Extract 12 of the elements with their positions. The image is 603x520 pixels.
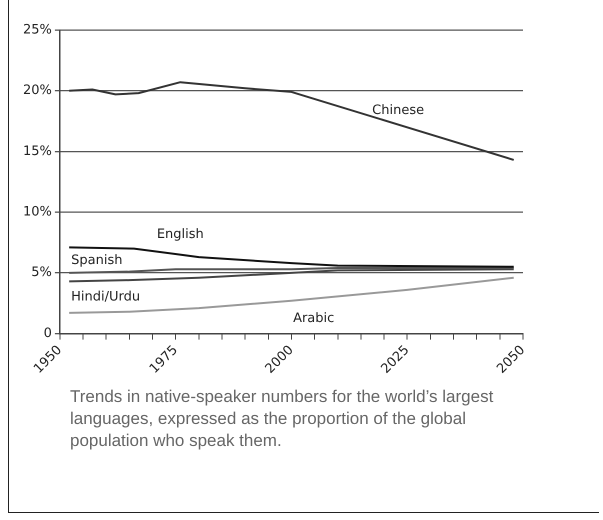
series-label: Arabic — [293, 311, 334, 326]
y-tick-label: 25% — [22, 22, 52, 38]
text: Trends in native-speaker numbers for the world’s largest languages, expressed as the proportion of the global population who speak them. — [70, 386, 494, 452]
y-tick-label: 20% — [22, 83, 52, 98]
series-label: Hindi/Urdu — [71, 290, 140, 305]
series-label: Chinese — [372, 102, 424, 118]
series-label: English — [156, 227, 204, 242]
series-label: Spanish — [71, 253, 122, 268]
y-tick-label: 10% — [22, 204, 52, 220]
y-tick-label: 0 — [44, 326, 52, 341]
y-tick-label: 15% — [22, 144, 52, 159]
y-tick-label: 5% — [31, 265, 52, 280]
